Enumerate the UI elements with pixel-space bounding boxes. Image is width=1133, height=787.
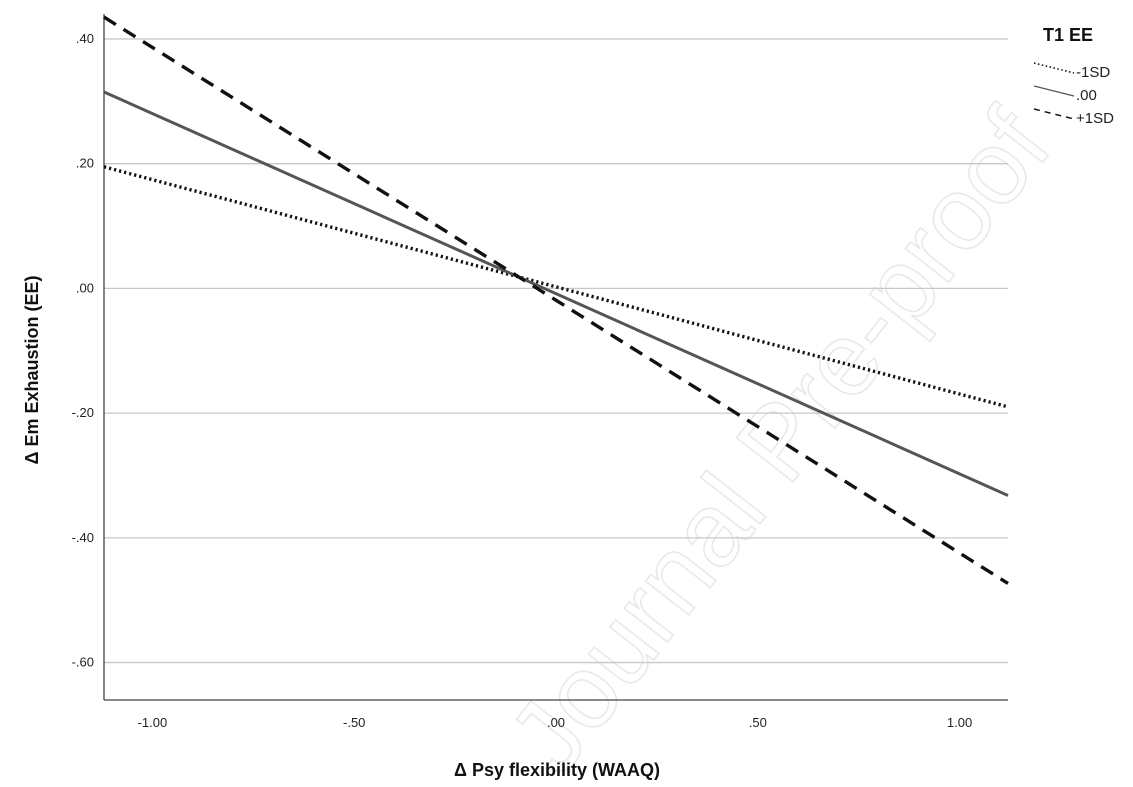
series-line-solid [103,90,1009,497]
x-tick-label: .00 [547,715,565,730]
legend-items: -1SD .00 +1SD [1033,62,1114,127]
watermark: Journal Pre-proof [487,89,1074,787]
x-tick-label: 1.00 [947,715,972,730]
y-axis-title: Δ Em Exhaustion (EE) [22,276,42,465]
y-tick-label: -.60 [72,655,94,670]
series-line-dashed [103,15,1009,585]
legend-swatch-dotted [1033,62,1075,74]
y-tick-labels: .40 .20 .00 -.20 -.40 -.60 [72,31,94,670]
x-tick-labels: -1.00 -.50 .00 .50 1.00 [138,715,973,730]
y-tick-label: -.20 [72,405,94,420]
legend-label: -1SD [1076,64,1110,81]
legend: T1 EE -1SD .00 +1SD [1033,25,1114,127]
x-tick-label: .50 [749,715,767,730]
x-tick-label: -.50 [343,715,365,730]
x-tick-label: -1.00 [138,715,168,730]
series-lines [103,15,1009,585]
legend-swatch-dashed [1033,108,1075,120]
y-tick-label: -.40 [72,530,94,545]
y-tick-label: .00 [76,280,94,295]
y-tick-label: .20 [76,156,94,171]
y-tick-label: .40 [76,31,94,46]
legend-label: +1SD [1076,110,1114,127]
legend-title: T1 EE [1043,25,1093,45]
legend-label: .00 [1076,87,1097,104]
x-axis-title: Δ Psy flexibility (WAAQ) [454,760,660,780]
axes [103,14,1008,701]
legend-swatch-solid [1033,85,1075,97]
